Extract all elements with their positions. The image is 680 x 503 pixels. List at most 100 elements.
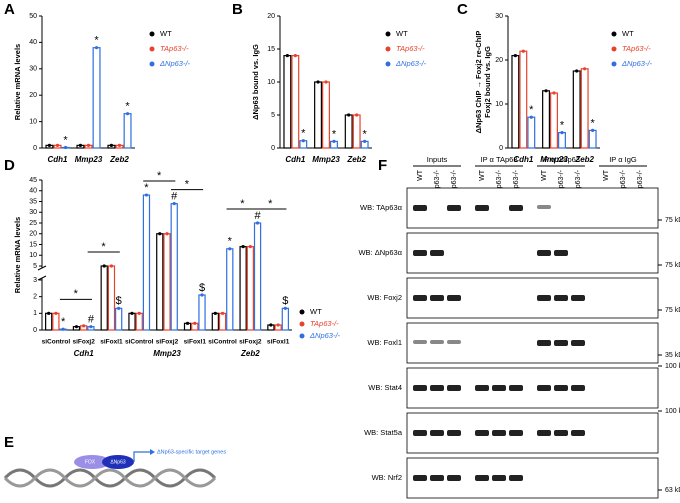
replicate-dot [74, 325, 79, 329]
blot-band [430, 430, 444, 436]
diagram-label: ΔNp63-specific target genes [157, 449, 226, 455]
replicate-dot [117, 143, 122, 147]
marker-label: 75 kDa [665, 307, 680, 314]
legend-marker [149, 46, 155, 52]
panel-label: D [4, 157, 15, 174]
legend-label: TAp63-/- [310, 319, 339, 328]
y-tick-label: 35 [29, 198, 37, 205]
replicate-dot [213, 311, 217, 315]
replicate-dot [109, 264, 114, 268]
x-tick-label: siControl [42, 339, 71, 346]
y-tick-label: 0 [33, 327, 37, 334]
bar [344, 114, 353, 149]
blot-band [571, 430, 585, 436]
panel-label: E [4, 434, 14, 451]
y-tick-label: 50 [29, 13, 37, 20]
bar [239, 246, 247, 331]
blot-band [509, 475, 523, 481]
bar [291, 54, 300, 149]
bar [322, 81, 330, 149]
blot-band [447, 430, 461, 436]
blot-row-label: WB: Nrf2 [372, 473, 402, 482]
y-axis-title: Relative mRNA levels [13, 217, 22, 293]
bar [135, 312, 143, 331]
annotation: # [171, 191, 178, 203]
y-axis-title: ΔNp63 bound vs. IgG [251, 44, 260, 120]
y-tick-label: 0 [33, 145, 37, 152]
panel-label: C [457, 1, 468, 18]
bar [550, 92, 558, 149]
lane-label: TAp63-/- [496, 169, 503, 196]
y-tick-label: 25 [29, 220, 37, 227]
replicate-dot [301, 139, 305, 143]
y-axis-title: Relative mRNA levels [13, 44, 22, 120]
replicate-dot [269, 323, 273, 327]
blot-row-label: WB: TAp63α [360, 203, 403, 212]
legend-marker [611, 46, 617, 52]
blot-frame [406, 232, 659, 274]
replicate-dot [248, 245, 252, 249]
legend-label: WT [310, 307, 322, 316]
fox-shape [74, 455, 110, 469]
blot-band [447, 295, 461, 301]
blot-band [509, 385, 523, 391]
blot-band [554, 250, 568, 256]
replicate-dot [276, 323, 280, 327]
legend-marker [149, 61, 155, 67]
diagram-label: FOX [85, 459, 96, 465]
bar [542, 90, 550, 149]
annotation: * [332, 128, 337, 140]
blot-band [571, 385, 585, 391]
blot-group-label: IP α TAp63 [481, 155, 518, 164]
panel-label: A [4, 1, 15, 18]
bar [352, 114, 361, 149]
x-tick-label: siControl [125, 339, 154, 346]
y-tick-label: 10 [29, 252, 37, 259]
dna-strand [3, 468, 217, 488]
blot-band [447, 475, 461, 481]
replicate-dot [575, 69, 579, 73]
blot-band [430, 385, 444, 391]
axis-break [37, 265, 47, 271]
blot-band [492, 475, 506, 481]
annotation: * [94, 35, 99, 47]
y-tick-label: 5 [33, 263, 37, 270]
y-tick-label: 20 [29, 92, 37, 99]
bar [156, 233, 164, 331]
legend-marker [299, 309, 305, 315]
replicate-dot [78, 143, 83, 147]
replicate-dot [332, 139, 336, 143]
blot-band [492, 385, 506, 391]
bracket-label: * [101, 241, 106, 253]
dna-diagram: FOX ΔNp63 ΔNp63-specific target genes [3, 449, 226, 488]
x-tick-label: siControl [208, 339, 237, 346]
lane-label: WT [479, 169, 486, 181]
annotation: * [362, 128, 367, 140]
diagram-label: ΔNp63 [110, 459, 126, 465]
blot-band [413, 250, 427, 256]
y-tick-label: 45 [29, 177, 37, 184]
bar [572, 70, 581, 149]
x-category: Cdh1 [285, 155, 306, 164]
replicate-dot [255, 221, 260, 225]
replicate-dot [130, 311, 134, 315]
replicate-dot [54, 311, 58, 315]
y-tick-label: 3 [33, 277, 37, 284]
axis-break [37, 275, 47, 281]
y-tick-label: 10 [267, 79, 275, 86]
bar [580, 68, 589, 149]
blot-band [447, 385, 461, 391]
replicate-dot [283, 306, 287, 310]
bar [527, 116, 536, 149]
x-tick-label: siFoxj2 [72, 339, 95, 346]
marker-label: 100 kDa [665, 363, 680, 370]
replicate-dot [61, 327, 65, 331]
y-tick-label: 30 [29, 209, 37, 216]
blot-band [571, 340, 585, 346]
y-tick-label: 2 [33, 294, 37, 301]
lane-label: WT [417, 169, 424, 181]
replicate-dot [47, 143, 52, 147]
bar [123, 113, 132, 149]
replicate-dot [285, 54, 289, 58]
blot-band [447, 205, 461, 211]
